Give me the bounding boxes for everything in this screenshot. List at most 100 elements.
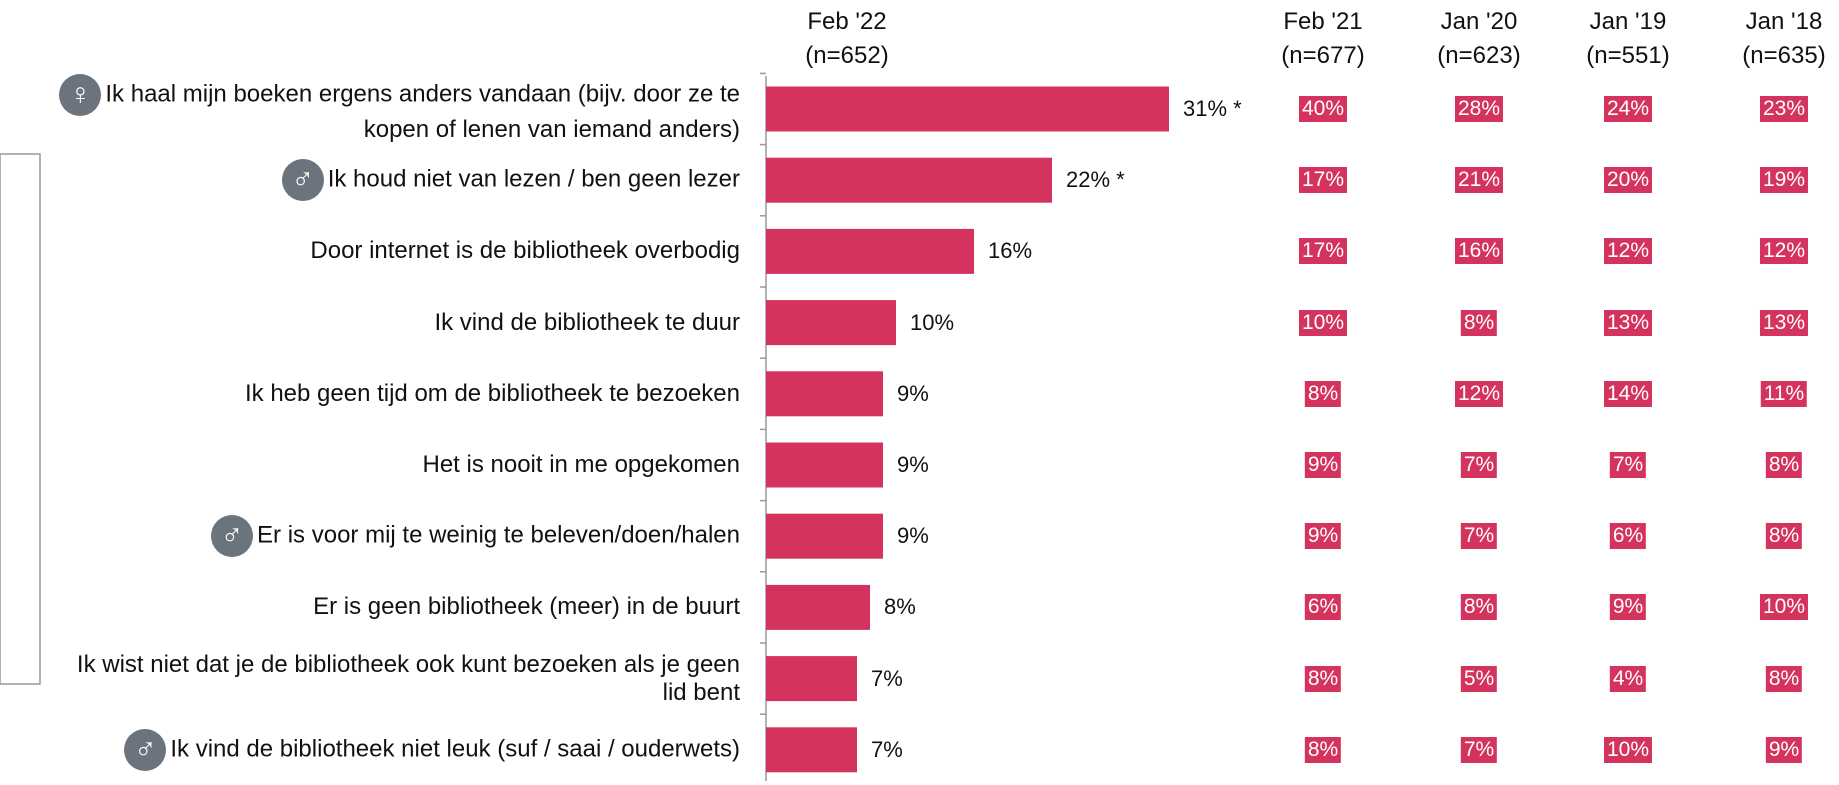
category-label: Ik wist niet dat je de bibliotheek ook k… (50, 644, 740, 714)
category-text: Er is voor mij te weinig te beleven/doen… (257, 521, 740, 549)
value-box: 6% (1609, 523, 1647, 550)
category-text-wrap: Ik vind de bibliotheek te duur (434, 309, 740, 337)
column-header: Feb '21 (1283, 8, 1363, 35)
bar (766, 371, 883, 417)
category-text: Ik vind de bibliotheek te duur (434, 308, 740, 336)
value-box: 24% (1603, 96, 1653, 122)
value-box: 13% (1759, 309, 1809, 336)
bar (766, 513, 883, 559)
column-sample: (n=635) (1742, 42, 1826, 69)
value-label: 8% (884, 594, 916, 620)
column-sample: (n=623) (1437, 42, 1521, 69)
value-box: 20% (1603, 167, 1653, 194)
category-text: Het is nooit in me opgekomen (422, 451, 740, 478)
value-box: 8% (1765, 452, 1803, 478)
gender-icon: ♀ (59, 74, 102, 116)
value-box: 17% (1298, 167, 1348, 194)
value-box: 10% (1603, 736, 1653, 763)
value-box: 12% (1454, 380, 1504, 407)
category-label: Ik heb geen tijd om de bibliotheek te be… (50, 359, 740, 429)
value-box: 8% (1460, 309, 1498, 336)
category-label: ♂ Ik houd niet van lezen / ben geen lezer (50, 145, 740, 215)
category-text: Ik wist niet dat je de bibliotheek ook k… (76, 650, 740, 706)
value-box: 7% (1609, 452, 1647, 478)
bar (766, 656, 857, 702)
value-label: 9% (897, 380, 929, 406)
value-box: 19% (1759, 167, 1809, 194)
value-box: 4% (1609, 665, 1647, 692)
value-box: 14% (1603, 380, 1653, 407)
value-box: 16% (1454, 238, 1504, 265)
column-sample: (n=677) (1281, 42, 1365, 69)
value-box: 9% (1304, 452, 1342, 478)
side-panel (0, 153, 41, 685)
value-box: 6% (1304, 594, 1342, 621)
category-text-wrap: ♀ Ik haal mijn boeken ergens anders vanda… (50, 74, 740, 144)
value-label: 7% (871, 736, 903, 762)
category-label: ♀ Ik haal mijn boeken ergens anders vanda… (50, 74, 740, 144)
category-text: Er is geen bibliotheek (meer) in de buur… (313, 593, 740, 621)
category-text: Ik vind de bibliotheek niet leuk (suf / … (170, 735, 740, 763)
category-label: Door internet is de bibliotheek overbodi… (50, 216, 740, 286)
category-text-wrap: Er is geen bibliotheek (meer) in de buur… (313, 593, 740, 621)
column-header: Jan '19 (1589, 8, 1667, 35)
category-text-wrap: Ik wist niet dat je de bibliotheek ook k… (50, 651, 740, 707)
value-box: 13% (1603, 309, 1653, 336)
value-box: 17% (1298, 238, 1348, 265)
value-box: 23% (1759, 96, 1809, 122)
category-label: ♂ Ik vind de bibliotheek niet leuk (suf /… (50, 715, 740, 785)
value-label: 22% * (1066, 167, 1125, 193)
category-label: ♂ Er is voor mij te weinig te beleven/doe… (50, 501, 740, 571)
category-text-wrap: ♂ Ik houd niet van lezen / ben geen lezer (281, 159, 740, 202)
bar (766, 157, 1052, 203)
value-box: 10% (1759, 594, 1809, 621)
bar (766, 228, 974, 274)
value-box: 40% (1298, 96, 1348, 122)
value-box: 8% (1765, 523, 1803, 550)
value-box: 8% (1460, 594, 1498, 621)
value-box: 7% (1460, 452, 1498, 478)
value-label: 9% (897, 452, 929, 477)
category-text: Door internet is de bibliotheek overbodi… (310, 237, 740, 265)
value-label: 10% (910, 309, 955, 335)
value-box: 12% (1759, 238, 1809, 265)
category-label: Er is geen bibliotheek (meer) in de buur… (50, 572, 740, 642)
value-box: 8% (1765, 665, 1803, 692)
category-text-wrap: ♂ Ik vind de bibliotheek niet leuk (suf /… (124, 728, 740, 771)
column-header: Jan '18 (1745, 8, 1823, 35)
value-label: 9% (897, 523, 929, 549)
category-text: Ik haal mijn boeken ergens anders vandaa… (105, 80, 740, 143)
value-box: 9% (1609, 594, 1647, 621)
bar (766, 584, 870, 630)
value-box: 9% (1304, 523, 1342, 550)
column-header: Feb '22 (807, 8, 887, 35)
category-label: Het is nooit in me opgekomen (50, 430, 740, 500)
column-header: Jan '20 (1440, 8, 1518, 35)
value-label: 31% * (1183, 96, 1242, 121)
column-sample: (n=551) (1586, 42, 1670, 69)
bar (766, 300, 896, 346)
value-box: 21% (1454, 167, 1504, 194)
category-text: Ik heb geen tijd om de bibliotheek te be… (244, 379, 740, 407)
value-box: 10% (1298, 309, 1348, 336)
category-text-wrap: Ik heb geen tijd om de bibliotheek te be… (245, 380, 740, 408)
value-label: 16% (988, 238, 1033, 264)
value-box: 7% (1460, 523, 1498, 550)
category-text-wrap: ♂ Er is voor mij te weinig te beleven/doe… (211, 515, 740, 558)
gender-icon: ♂ (281, 159, 324, 202)
value-box: 11% (1760, 380, 1808, 407)
gender-icon: ♂ (124, 728, 167, 771)
value-box: 12% (1603, 238, 1653, 265)
bar (766, 727, 857, 773)
value-box: 7% (1460, 736, 1498, 763)
category-label: Ik vind de bibliotheek te duur (50, 288, 740, 358)
value-box: 8% (1304, 736, 1342, 763)
value-box: 9% (1765, 736, 1803, 763)
value-box: 5% (1460, 665, 1498, 692)
category-text: Ik houd niet van lezen / ben geen lezer (327, 165, 740, 193)
bar (766, 86, 1169, 132)
category-text-wrap: Door internet is de bibliotheek overbodi… (310, 237, 740, 265)
value-box: 8% (1304, 380, 1342, 407)
